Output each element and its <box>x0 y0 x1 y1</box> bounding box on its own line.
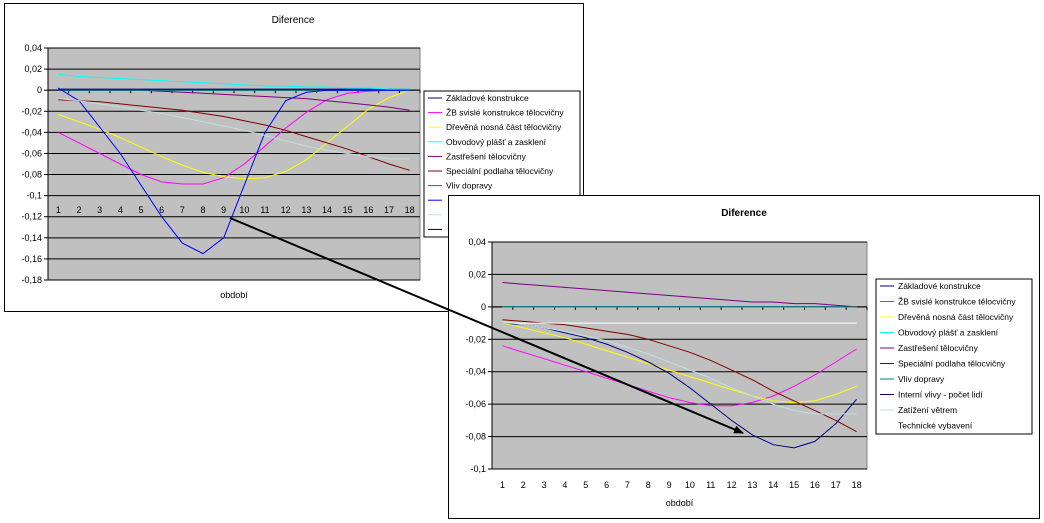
series-line-9 <box>58 98 410 160</box>
x-tick-label: 14 <box>768 480 778 490</box>
x-tick-label: 11 <box>706 480 715 490</box>
y-tick-label: 0,04 <box>468 237 486 247</box>
x-tick-label: 13 <box>301 205 311 215</box>
y-tick-label: 0 <box>37 85 42 95</box>
y-tick-label: -0,08 <box>21 170 42 180</box>
legend-item: Obvodový plášť a zasklení <box>898 328 999 338</box>
y-tick-label: -0,06 <box>465 399 486 409</box>
series-line-6 <box>58 99 410 171</box>
legend-item: ŽB svislé konstrukce tělocvičny <box>898 297 1016 307</box>
x-tick-label: 15 <box>343 205 353 215</box>
legend-item: Speciální podlaha tělocvičny <box>898 359 1006 369</box>
legend-item: Zastřešení tělocvičny <box>898 343 979 353</box>
chart-title: Diference <box>272 15 315 26</box>
x-tick-label: 8 <box>200 205 205 215</box>
x-tick-label: 7 <box>180 205 185 215</box>
chart-front: Diference 0,04 0,02 0 -0,02 -0,04 -0,06 -0,08 -0… <box>465 208 1033 508</box>
x-tick-label: 10 <box>239 205 249 215</box>
legend-item: Základové konstrukce <box>898 281 981 291</box>
y-tick-label: -0,1 <box>26 191 42 201</box>
x-tick-label: 8 <box>646 480 651 490</box>
y-tick-label: 0,02 <box>24 64 42 74</box>
x-tick-label: 16 <box>363 205 373 215</box>
legend-item: Speciální podlaha tělocvičny <box>446 166 554 176</box>
series-line-8 <box>58 87 410 255</box>
legend-item: Dřevěná nosná část tělocvičny <box>446 122 562 132</box>
x-axis-label: období <box>220 290 248 300</box>
y-tick-label: -0,04 <box>21 127 42 137</box>
x-tick-label: 3 <box>542 480 547 490</box>
legend-item: Zatížení větrem <box>898 405 957 415</box>
x-tick-label: 12 <box>281 205 291 215</box>
legend-item: Obvodový plášť a zasklení <box>446 137 547 147</box>
y-tick-label: -0,04 <box>465 367 486 377</box>
x-tick-label: 17 <box>831 480 841 490</box>
y-tick-label: -0,08 <box>465 432 486 442</box>
x-tick-label: 1 <box>56 205 61 215</box>
series-line-3 <box>58 89 410 180</box>
y-tick-label: -0,1 <box>470 464 486 474</box>
x-tick-label: 18 <box>852 480 862 490</box>
legend-item: Technické vybavení <box>898 421 973 431</box>
y-tick-label: -0,02 <box>465 334 486 344</box>
legend-item: Zastřešení tělocvičny <box>446 151 527 161</box>
y-tick-label: -0,18 <box>21 275 42 285</box>
legend-item: ŽB svislé konstrukce tělocvičny <box>446 108 564 118</box>
y-tick-label: -0,02 <box>21 106 42 116</box>
chart-panel-back: Diference 0,04 0,02 0 -0,02 -0,04 -0,06 -0,08 -0… <box>4 3 584 312</box>
x-tick-label: 11 <box>260 205 269 215</box>
x-tick-label: 15 <box>789 480 799 490</box>
series-line-4 <box>58 73 410 90</box>
plot-area <box>491 241 868 470</box>
y-tick-label: 0,04 <box>24 43 42 53</box>
legend-item: Dřevěná nosná část tělocvičny <box>898 312 1014 322</box>
y-tick-label: -0,16 <box>21 254 42 264</box>
x-tick-label: 3 <box>97 205 102 215</box>
y-tick-label: 0 <box>481 302 486 312</box>
x-tick-label: 2 <box>76 205 81 215</box>
x-tick-label: 5 <box>138 205 143 215</box>
legend-item: Vliv dopravy <box>898 374 945 384</box>
x-tick-label: 1 <box>500 480 505 490</box>
chart-panel-front: Diference 0,04 0,02 0 -0,02 -0,04 -0,06 -0,08 -0… <box>448 195 1040 519</box>
x-tick-label: 13 <box>747 480 757 490</box>
x-tick-label: 18 <box>405 205 415 215</box>
x-tick-label: 9 <box>667 480 672 490</box>
legend-box <box>875 278 1033 435</box>
x-tick-label: 4 <box>118 205 123 215</box>
chart-title: Diference <box>721 208 767 219</box>
x-tick-label: 7 <box>625 480 630 490</box>
x-tick-label: 12 <box>727 480 737 490</box>
y-tick-label: -0,14 <box>21 233 42 243</box>
y-tick-label: -0,12 <box>21 212 42 222</box>
legend-item: Interní vlivy - počet lidí <box>898 390 983 400</box>
legend-item: Vliv dopravy <box>446 181 493 191</box>
x-tick-label: 17 <box>384 205 394 215</box>
y-tick-label: 0,02 <box>468 269 486 279</box>
x-tick-label: 6 <box>159 205 164 215</box>
y-tick-label: -0,06 <box>21 148 42 158</box>
series-line-2 <box>58 89 410 185</box>
x-tick-label: 14 <box>322 205 332 215</box>
x-tick-label: 10 <box>685 480 695 490</box>
plot-area <box>47 47 421 281</box>
x-tick-label: 16 <box>810 480 820 490</box>
x-axis-label: období <box>666 498 694 508</box>
legend-item: Základové konstrukce <box>446 93 529 103</box>
x-tick-label: 4 <box>562 480 567 490</box>
x-tick-label: 2 <box>521 480 526 490</box>
x-tick-label: 6 <box>604 480 609 490</box>
x-tick-label: 5 <box>583 480 588 490</box>
x-tick-label: 9 <box>221 205 226 215</box>
